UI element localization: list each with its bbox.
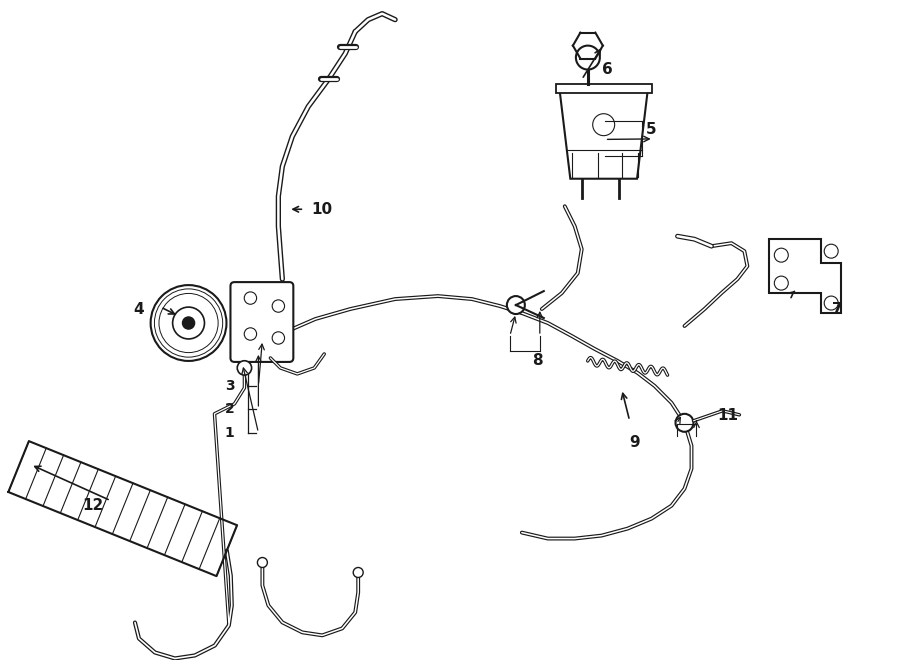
Text: 5: 5 [646, 122, 657, 137]
Text: 12: 12 [82, 498, 104, 513]
Circle shape [507, 296, 525, 314]
Polygon shape [560, 91, 648, 178]
Text: 11: 11 [717, 408, 738, 423]
Circle shape [183, 317, 194, 329]
Circle shape [257, 557, 267, 568]
Text: 3: 3 [225, 379, 235, 393]
Text: 1: 1 [225, 426, 235, 440]
Circle shape [676, 414, 694, 432]
Circle shape [824, 296, 838, 310]
Circle shape [244, 328, 256, 340]
Circle shape [353, 568, 364, 578]
Text: 9: 9 [629, 435, 640, 450]
Circle shape [238, 361, 252, 375]
Circle shape [774, 248, 788, 262]
Text: 2: 2 [225, 402, 235, 416]
Text: 6: 6 [602, 62, 613, 77]
Text: 4: 4 [133, 301, 144, 317]
Circle shape [593, 114, 615, 136]
Circle shape [272, 300, 284, 312]
Circle shape [150, 285, 227, 361]
Text: 8: 8 [533, 354, 543, 368]
Circle shape [774, 276, 788, 290]
Circle shape [244, 292, 256, 304]
Bar [556, 83, 652, 93]
Polygon shape [770, 239, 842, 313]
Circle shape [576, 46, 599, 69]
FancyBboxPatch shape [230, 282, 293, 362]
Text: 7: 7 [832, 301, 842, 317]
Circle shape [173, 307, 204, 339]
Text: 10: 10 [311, 202, 333, 217]
Circle shape [824, 244, 838, 258]
Circle shape [272, 332, 284, 344]
